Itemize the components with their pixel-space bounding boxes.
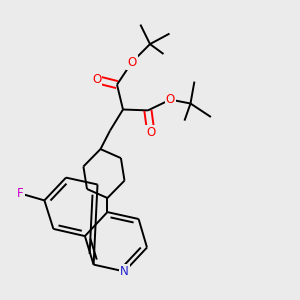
- Text: O: O: [92, 73, 101, 86]
- Text: O: O: [166, 93, 175, 106]
- Text: F: F: [17, 187, 24, 200]
- Text: O: O: [128, 56, 136, 69]
- Text: N: N: [120, 265, 129, 278]
- Text: O: O: [146, 126, 155, 139]
